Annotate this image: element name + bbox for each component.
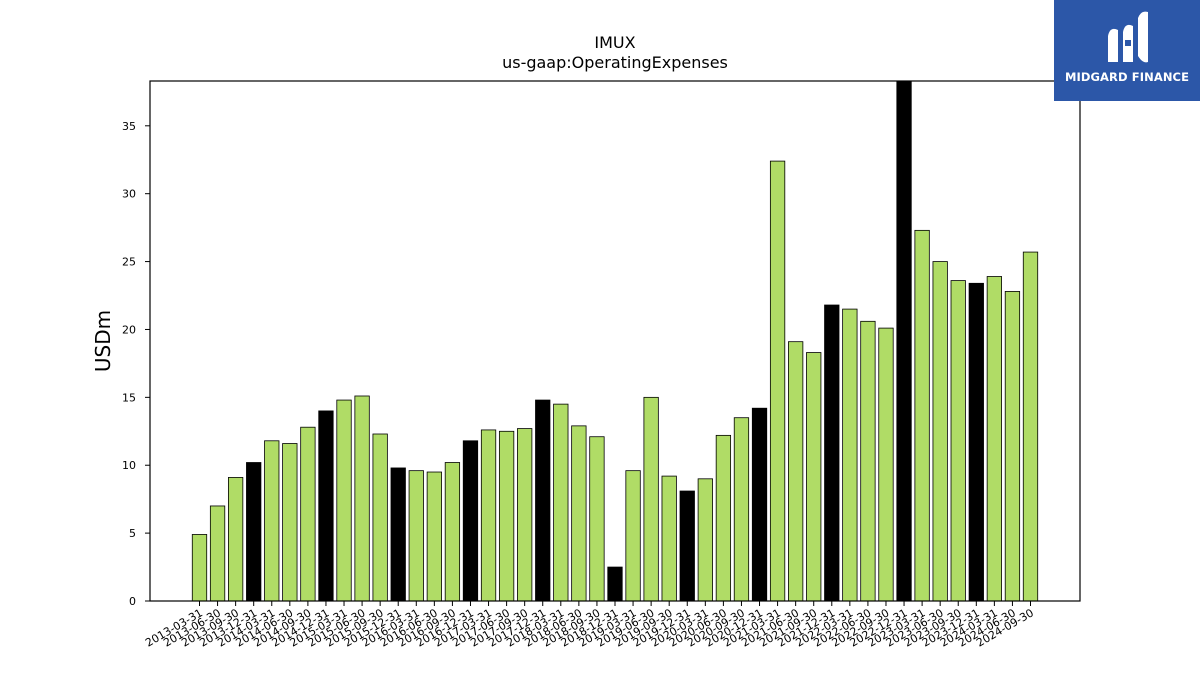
bar-2017-03-31 <box>480 429 497 602</box>
bar-2021-09-30 <box>806 352 822 602</box>
y-tick-label: 30 <box>122 188 136 201</box>
bar-2013-03-31 <box>191 534 208 602</box>
bar-2016-09-30 <box>444 462 461 602</box>
bar-2023-06-30 <box>932 261 948 602</box>
bar-2018-09-30 <box>589 436 605 602</box>
y-tick-label: 25 <box>122 256 136 269</box>
x-axis-ticks: 2013-03-312013-06-302013-09-302013-12-31… <box>143 601 1036 650</box>
bar-2018-03-31 <box>553 403 569 602</box>
y-tick-label: 20 <box>122 323 136 336</box>
bar-2014-12-31 <box>318 410 334 602</box>
bar-2020-03-31 <box>697 478 713 602</box>
bar-2016-12-31 <box>462 440 479 602</box>
bar-2023-12-31 <box>968 282 984 602</box>
bar-2020-09-30 <box>733 417 750 602</box>
y-tick-label: 15 <box>122 391 136 404</box>
bar-2020-12-31 <box>751 407 768 602</box>
bar-2024-06-30 <box>1004 291 1021 602</box>
midgard-logo-icon <box>1108 11 1148 63</box>
bar-2019-06-30 <box>643 396 659 602</box>
bar-2015-12-31 <box>390 467 406 602</box>
chart-subtitle: us-gaap:OperatingExpenses <box>502 53 728 72</box>
bar-2015-09-30 <box>372 433 388 602</box>
bar-2013-12-31 <box>246 462 262 602</box>
bar-2015-03-31 <box>336 399 352 602</box>
y-axis-ticks: 0 5 10 15 20 25 30 35 <box>122 120 150 608</box>
logo-text: MIDGARD FINANCE <box>1064 70 1190 84</box>
chart-title: IMUX <box>594 33 635 52</box>
bar-2017-06-30 <box>498 430 515 602</box>
bar-2022-12-31 <box>896 80 912 602</box>
bar-2022-06-30 <box>860 320 876 602</box>
bar-2024-09-30 <box>1022 251 1039 602</box>
bar-2015-06-30 <box>354 395 370 602</box>
bar-2018-06-30 <box>571 425 587 602</box>
y-axis-label: USDm <box>91 310 115 372</box>
bar-2013-09-30 <box>227 477 244 602</box>
bar-2014-09-30 <box>300 426 316 602</box>
bar-2017-12-31 <box>535 399 551 602</box>
bar-2022-03-31 <box>842 308 858 602</box>
bar-2024-03-31 <box>986 276 1002 602</box>
bar-2020-06-30 <box>715 434 732 602</box>
bar-2023-03-31 <box>914 229 930 602</box>
bar-2019-09-30 <box>661 475 677 602</box>
bar-2021-12-31 <box>824 304 840 602</box>
bar-2014-03-31 <box>264 440 280 602</box>
bar-2021-03-31 <box>769 160 786 602</box>
y-tick-label: 10 <box>122 459 136 472</box>
bar-2019-12-31 <box>679 490 695 602</box>
bar-2016-06-30 <box>426 471 442 602</box>
bar-2014-06-30 <box>282 443 298 602</box>
bar-2016-03-31 <box>408 470 424 602</box>
bar-2019-03-31 <box>625 470 641 602</box>
bar-2023-09-30 <box>950 280 966 602</box>
y-tick-label: 5 <box>129 527 136 540</box>
y-tick-label: 35 <box>122 120 136 133</box>
plot-frame <box>149 80 1081 602</box>
bar-2013-06-30 <box>209 505 226 602</box>
midgard-finance-logo: MIDGARD FINANCE <box>1054 0 1200 101</box>
bar-2017-09-30 <box>517 428 533 602</box>
bars-group <box>191 80 1039 602</box>
y-tick-label: 0 <box>129 595 136 608</box>
bar-2018-12-31 <box>607 566 623 602</box>
bar-2021-06-30 <box>788 341 804 602</box>
bar-2022-09-30 <box>878 327 894 602</box>
